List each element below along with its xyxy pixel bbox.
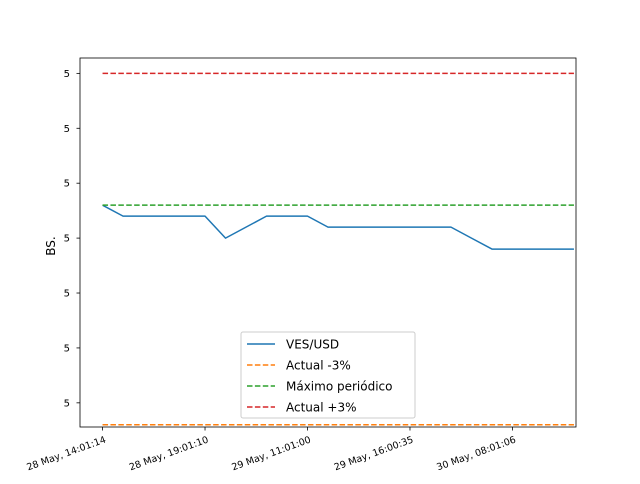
series-line-0: [102, 204, 574, 250]
legend-label: VES/USD: [286, 338, 339, 352]
y-tick-label: 5: [64, 69, 70, 80]
x-tick-label: 28 May, 14:01:14: [25, 434, 107, 473]
legend-label: Máximo periódico: [286, 380, 393, 394]
x-tick-label: 29 May, 16:00:35: [333, 434, 415, 473]
y-tick-label: 5: [64, 234, 70, 245]
y-tick-label: 5: [64, 124, 70, 135]
legend-box: [240, 331, 416, 419]
y-axis-label: BS.: [44, 236, 58, 255]
y-tick-label: 5: [64, 179, 70, 190]
x-tick-label: 28 May, 19:01:10: [128, 434, 210, 473]
y-tick-label: 5: [64, 289, 70, 300]
legend-label: Actual +3%: [286, 401, 357, 415]
x-tick-label: 29 May, 11:01:00: [230, 434, 312, 473]
y-tick-label: 5: [64, 343, 70, 354]
x-tick-label: 30 May, 08:01:06: [435, 434, 517, 473]
plot-frame: [79, 57, 577, 428]
y-tick-label: 5: [64, 398, 70, 409]
legend-label: Actual -3%: [286, 359, 351, 373]
